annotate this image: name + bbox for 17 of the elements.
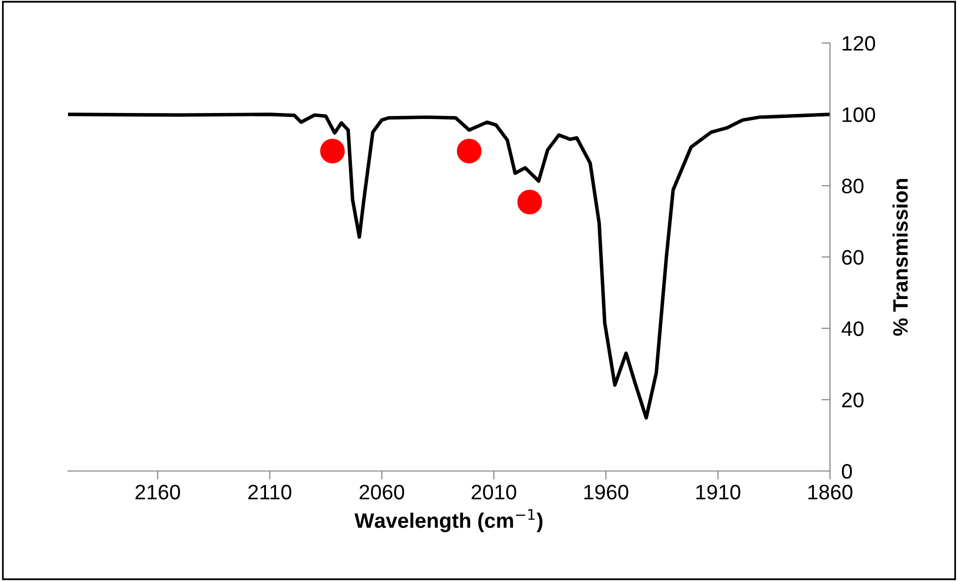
y-tick-label: 0 [842,464,852,479]
x-tick-label: 1960 [584,484,628,500]
x-tick-label: 2160 [136,484,180,500]
x-axis-title: Wavelength (cm$^{−1}$) [354,509,542,532]
x-tick-label: 1910 [696,484,740,500]
y-tick-label: 120 [842,36,876,51]
line-series [68,112,830,420]
x-tick-label: 2110 [248,484,292,500]
x-tick-label: 1860 [808,484,852,500]
x-tick-label: 2060 [360,484,404,500]
y-tick-label: 80 [842,178,864,194]
y-tick-label: 60 [842,250,864,265]
x-tick-label: 2010 [472,484,516,500]
y-tick-label: 40 [842,321,864,336]
y-tick-label: 20 [842,392,864,408]
y-axis-title: % Transmission [892,178,908,336]
y-tick-label: 100 [842,107,876,122]
